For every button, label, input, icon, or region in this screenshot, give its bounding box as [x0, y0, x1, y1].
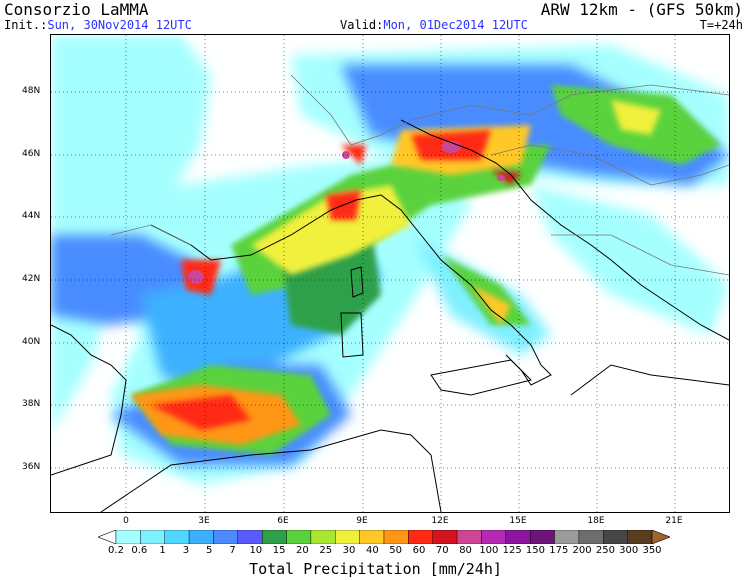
lat-label-42n: 42N: [22, 274, 41, 284]
colorbar-swatch: [578, 530, 604, 544]
colorbar-label: 300: [619, 545, 639, 556]
colorbar-swatch: [310, 530, 336, 544]
colorbar-label: 100: [479, 545, 499, 556]
colorbar-swatch: [603, 530, 628, 544]
init-label: Init.:: [4, 18, 48, 32]
valid-time: Valid:Mon, 01Dec2014 12UTC: [340, 18, 528, 32]
colorbar-swatch: [627, 530, 653, 544]
colorbar-label: 7: [229, 545, 236, 556]
colorbar-label: 70: [435, 545, 449, 556]
colorbar-swatch: [140, 530, 165, 544]
colorbar-swatch: [456, 530, 482, 544]
lat-lon-grid: [51, 35, 729, 512]
colorbar-swatch: [286, 530, 312, 544]
lon-label-6e: 6E: [277, 516, 289, 526]
colorbar-swatch: [188, 530, 214, 544]
lon-label-0: 0: [123, 516, 129, 526]
colorbar-label: 5: [206, 545, 213, 556]
colorbar-label: 175: [549, 545, 569, 556]
colorbar-label: 3: [182, 545, 190, 556]
colorbar-label: 0.2: [108, 545, 124, 556]
country-borders: [110, 74, 729, 276]
colorbar-swatch: [481, 530, 507, 544]
colorbar-label: 125: [502, 545, 522, 556]
coastlines: [51, 119, 729, 512]
lon-label-12e: 12E: [431, 516, 449, 526]
lat-label-38n: 38N: [22, 399, 41, 409]
lat-label-48n: 48N: [22, 86, 41, 96]
map-canvas: [51, 35, 729, 512]
colorbar-swatch: [529, 530, 555, 544]
colorbar-label: 1: [159, 545, 166, 556]
colorbar-title: Total Precipitation [mm/24h]: [249, 560, 502, 578]
lon-label-18e: 18E: [587, 516, 605, 526]
colorbar-label: 350: [642, 545, 662, 556]
colorbar-swatch: [213, 530, 239, 544]
colorbar-arrow-high: [651, 530, 670, 544]
colorbar-swatch: [335, 530, 360, 544]
colorbar-label: 25: [319, 545, 333, 556]
colorbar-swatch: [115, 530, 141, 544]
valid-label: Valid:: [340, 18, 384, 32]
colorbar-swatch: [408, 530, 433, 544]
lon-label-3e: 3E: [198, 516, 210, 526]
lat-label-44n: 44N: [22, 211, 41, 221]
colorbar-label: 30: [342, 545, 356, 556]
colorbar-label: 150: [525, 545, 546, 556]
colorbar-label: 80: [459, 545, 472, 556]
colorbar-swatch: [164, 530, 190, 544]
colorbar-swatch: [383, 530, 409, 544]
lat-label-36n: 36N: [22, 462, 41, 472]
organization-title: Consorzio LaMMA: [4, 0, 149, 19]
init-value: Sun, 30Nov2014 12UTC: [47, 18, 192, 32]
precipitation-map: [50, 34, 730, 513]
colorbar: [98, 530, 670, 544]
colorbar-label: 200: [572, 545, 592, 556]
colorbar-swatch: [432, 530, 458, 544]
colorbar-label: 0.6: [131, 545, 148, 556]
colorbar-swatch: [505, 530, 531, 544]
lon-label-15e: 15E: [509, 516, 527, 526]
colorbar-swatch: [237, 530, 263, 544]
colorbar-swatch: [261, 530, 287, 544]
colorbar-label: 250: [595, 545, 615, 556]
colorbar-label: 10: [249, 545, 263, 556]
init-time: Init.:Sun, 30Nov2014 12UTC: [4, 18, 192, 32]
colorbar-label: 40: [365, 545, 379, 556]
colorbar-label: 60: [412, 545, 426, 556]
lat-label-46n: 46N: [22, 149, 41, 159]
colorbar-label: 50: [389, 545, 403, 556]
colorbar-swatch: [554, 530, 580, 544]
forecast-timestep: T=+24h: [699, 18, 743, 32]
colorbar-arrow-low: [98, 530, 117, 544]
colorbar-label: 15: [272, 545, 286, 556]
lat-label-40n: 40N: [22, 337, 41, 347]
colorbar-label: 20: [296, 545, 309, 556]
lon-label-21e: 21E: [665, 516, 683, 526]
valid-value: Mon, 01Dec2014 12UTC: [383, 18, 528, 32]
model-title: ARW 12km - (GFS 50km): [540, 0, 743, 19]
lon-label-9e: 9E: [356, 516, 368, 526]
colorbar-swatch: [359, 530, 385, 544]
